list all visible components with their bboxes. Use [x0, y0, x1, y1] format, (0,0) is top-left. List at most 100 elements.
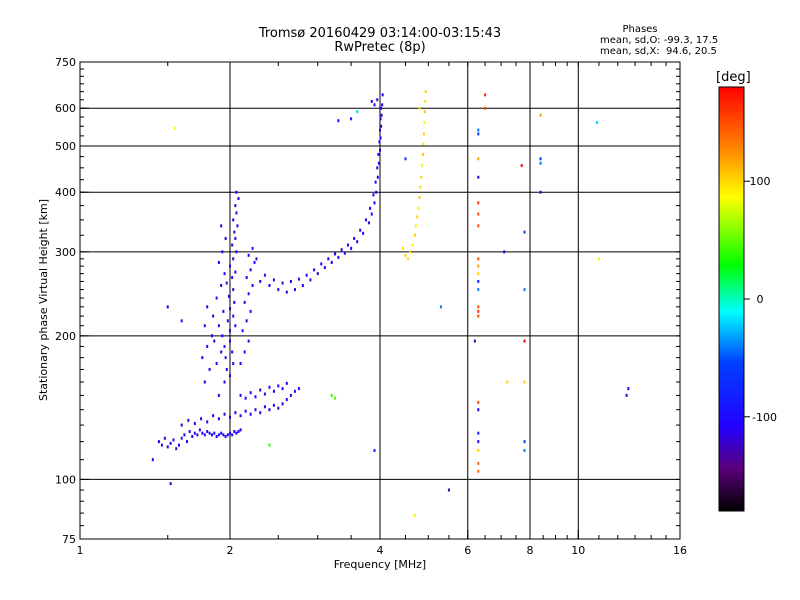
data-point — [212, 314, 215, 318]
data-point — [225, 367, 228, 371]
data-point — [305, 273, 308, 277]
data-point — [251, 246, 254, 250]
data-point — [231, 243, 234, 247]
data-point — [356, 110, 359, 114]
data-point — [268, 408, 271, 412]
data-point — [232, 314, 235, 318]
data-point — [402, 246, 405, 250]
data-point — [191, 435, 194, 439]
data-point — [173, 126, 176, 130]
data-point — [234, 236, 237, 240]
data-point — [232, 257, 235, 261]
data-point — [477, 314, 480, 318]
y-tick-label: 600 — [55, 102, 76, 115]
data-point — [235, 250, 238, 254]
data-point — [223, 344, 226, 348]
data-point — [365, 218, 368, 222]
data-points — [151, 90, 630, 518]
data-point — [376, 175, 379, 179]
data-point — [337, 119, 340, 123]
data-point — [477, 264, 480, 268]
data-point — [224, 236, 227, 240]
data-point — [376, 98, 379, 102]
data-point — [229, 339, 231, 343]
data-point — [203, 380, 206, 384]
data-point — [213, 431, 216, 435]
data-point — [477, 132, 480, 136]
data-point — [477, 157, 480, 161]
data-point — [186, 440, 189, 444]
data-point — [477, 257, 480, 261]
data-point — [477, 440, 480, 444]
data-point — [379, 117, 382, 121]
data-point — [409, 250, 412, 254]
data-point — [539, 157, 542, 161]
x-tick-label: 1 — [77, 544, 84, 557]
data-point — [224, 356, 227, 360]
y-tick-label: 100 — [55, 473, 76, 486]
data-point — [237, 197, 240, 201]
data-point — [222, 309, 225, 313]
data-point — [254, 395, 257, 399]
data-point — [234, 411, 237, 415]
data-point — [225, 281, 228, 285]
data-point — [229, 329, 231, 333]
data-point — [477, 272, 480, 276]
data-point — [203, 433, 206, 437]
data-point — [484, 93, 487, 97]
data-point — [221, 250, 224, 254]
data-point — [208, 367, 211, 371]
data-point — [477, 288, 480, 292]
data-point — [523, 288, 526, 292]
data-point — [245, 319, 248, 323]
data-point — [423, 110, 426, 114]
data-point — [235, 190, 238, 194]
data-point — [380, 113, 383, 117]
data-point — [206, 420, 209, 424]
data-point — [223, 380, 226, 384]
data-point — [323, 266, 326, 270]
data-point — [477, 128, 480, 132]
data-point — [422, 142, 425, 146]
data-point — [356, 240, 359, 244]
colorbar-ticks: 100 0 -100 — [744, 175, 777, 424]
data-point — [198, 428, 201, 432]
data-point — [378, 140, 381, 144]
data-point — [379, 128, 381, 132]
data-point — [229, 374, 231, 378]
x-tick-label: 8 — [527, 544, 534, 557]
phase-stats-title: Phases — [622, 24, 658, 35]
data-point — [247, 253, 250, 257]
x-tick-label: 6 — [464, 544, 471, 557]
data-point — [226, 319, 229, 323]
data-point — [166, 445, 169, 449]
data-point — [188, 430, 191, 434]
data-point — [215, 435, 218, 439]
y-axis-label: Stationary phase Virtual Height [km] — [37, 199, 50, 401]
data-point — [220, 224, 223, 228]
data-point — [439, 305, 442, 309]
chart-title: Tromsø 20160429 03:14:00-03:15:43 — [258, 26, 502, 41]
data-point — [370, 212, 373, 216]
y-tick-label: 200 — [55, 330, 76, 343]
data-point — [379, 148, 381, 152]
data-point — [163, 436, 166, 440]
data-point — [281, 387, 284, 391]
x-tick-label: 10 — [571, 544, 585, 557]
data-point — [477, 279, 480, 283]
data-point — [477, 461, 480, 465]
data-point — [369, 206, 372, 210]
chart-subtitle: RwPretec (8p) — [334, 40, 426, 55]
data-point — [416, 215, 419, 219]
data-point — [477, 408, 480, 412]
data-point — [523, 230, 526, 234]
data-point — [233, 430, 236, 434]
data-point — [320, 262, 323, 266]
data-point — [277, 384, 280, 388]
data-point — [370, 99, 373, 103]
data-point — [313, 268, 316, 272]
data-point — [340, 248, 343, 252]
data-point — [249, 391, 252, 395]
data-point — [231, 276, 234, 280]
